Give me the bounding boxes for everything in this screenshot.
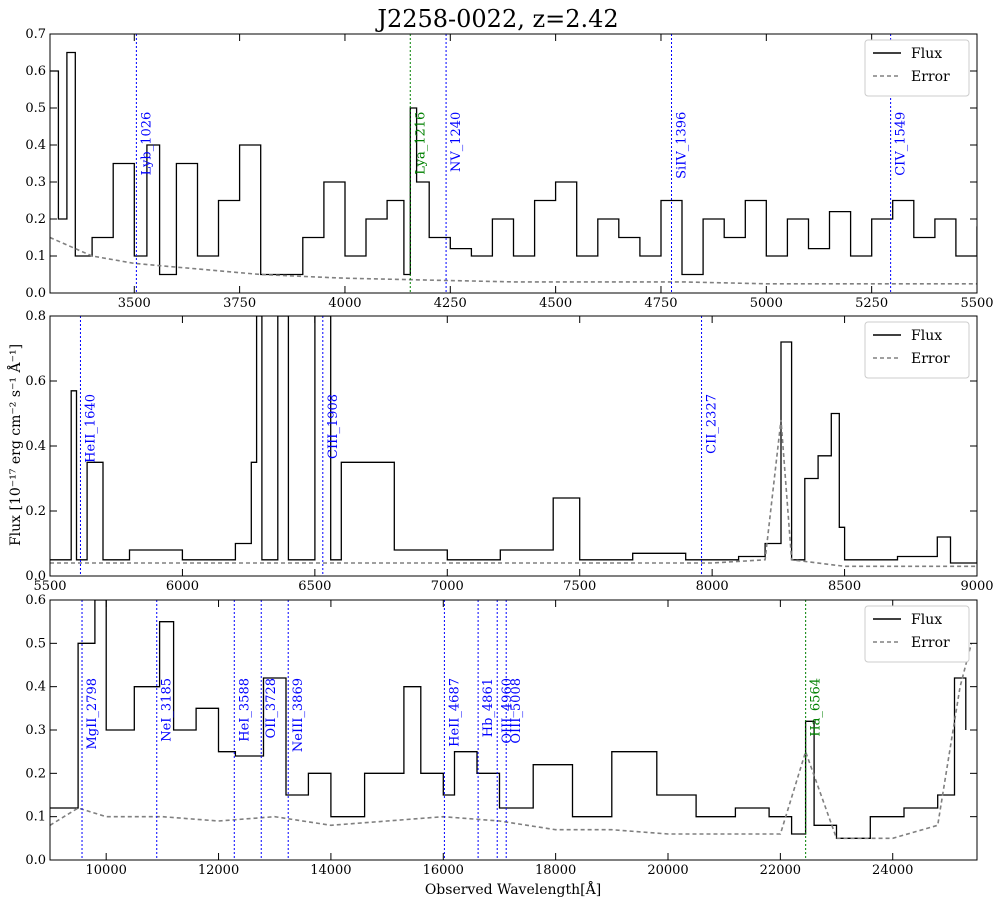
flux-series xyxy=(50,316,977,564)
emission-line-label: Lyb_1026 xyxy=(139,112,154,176)
legend-box xyxy=(864,39,970,97)
axes-frame xyxy=(49,315,978,577)
emission-line-label: OIII_5008 xyxy=(509,678,524,744)
x-tick-label: 5500 xyxy=(960,296,993,311)
y-tick-label: 0.4 xyxy=(25,138,46,153)
emission-line-label: HeI_3588 xyxy=(237,678,252,742)
x-tick-label: 9000 xyxy=(960,579,993,594)
y-tick-label: 0.0 xyxy=(25,569,46,584)
x-tick-label: 24000 xyxy=(872,863,913,878)
x-tick-label: 4000 xyxy=(328,296,361,311)
emission-line-label: MgII_2798 xyxy=(85,678,100,750)
x-tick-label: 4250 xyxy=(434,296,467,311)
error-series xyxy=(50,419,977,568)
y-axis-label: Flux [10⁻¹⁷ erg cm⁻² s⁻¹ Å⁻¹] xyxy=(6,344,24,546)
emission-line-label: HeII_4687 xyxy=(447,678,462,747)
x-tick-label: 4750 xyxy=(644,296,677,311)
legend-label: Flux xyxy=(911,612,942,628)
emission-line-label: CIII_1908 xyxy=(326,394,341,459)
emission-line-label: CIV_1549 xyxy=(894,112,909,176)
y-tick-label: 0.7 xyxy=(25,27,46,42)
x-tick-label: 5250 xyxy=(855,296,888,311)
legend-label: Error xyxy=(911,635,950,651)
figure-title: J2258-0022, z=2.42 xyxy=(374,5,618,33)
x-tick-label: 7000 xyxy=(431,579,464,594)
flux-series xyxy=(50,51,977,276)
error-series xyxy=(50,643,973,840)
x-axis-label: Observed Wavelength[Å] xyxy=(425,880,601,898)
emission-line-label: Lya_1216 xyxy=(413,112,428,175)
x-tick-label: 5000 xyxy=(750,296,783,311)
error-series xyxy=(50,236,977,285)
x-tick-label: 14000 xyxy=(310,863,351,878)
legend-box xyxy=(864,605,970,663)
x-tick-label: 7500 xyxy=(563,579,596,594)
y-tick-label: 0.0 xyxy=(25,286,46,301)
x-tick-label: 6000 xyxy=(166,579,199,594)
emission-line-label: SiIV_1396 xyxy=(675,112,690,179)
y-tick-label: 0.6 xyxy=(25,593,46,608)
panel-2: HeII_1640 CIII_1908 CII_2327 5500 6000 6500 70… xyxy=(25,309,993,594)
x-tick-label: 5500 xyxy=(33,579,66,594)
y-tick-label: 0.8 xyxy=(25,309,46,324)
x-tick-label: 10000 xyxy=(86,863,127,878)
flux-series xyxy=(50,600,967,839)
panel-1: Lyb_1026 Lya_1216 NV_1240 SiIV_1396 CIV_1549… xyxy=(25,27,993,311)
emission-line-label: CII_2327 xyxy=(705,394,720,454)
emission-line-label: HeII_1640 xyxy=(83,394,98,463)
panel-3: MgII_2798 NeI_3185 HeI_3588 OII_3728 NeIII_3… xyxy=(25,593,978,878)
legend-label: Flux xyxy=(911,328,942,344)
x-tick-label: 6500 xyxy=(298,579,331,594)
panels: Lyb_1026 Lya_1216 NV_1240 SiIV_1396 CIV_1549… xyxy=(25,27,993,878)
legend-label: Error xyxy=(911,69,950,85)
emission-line-label: NV_1240 xyxy=(449,112,464,172)
x-tick-label: 18000 xyxy=(535,863,576,878)
x-tick-label: 12000 xyxy=(198,863,239,878)
y-tick-label: 0.2 xyxy=(25,212,46,227)
x-tick-label: 8000 xyxy=(696,579,729,594)
x-tick-label: 22000 xyxy=(760,863,801,878)
x-tick-label: 4500 xyxy=(539,296,572,311)
emission-line-label: NeI_3185 xyxy=(160,678,175,742)
y-tick-label: 0.1 xyxy=(25,249,46,264)
y-tick-label: 0.3 xyxy=(25,723,46,738)
legend-label: Flux xyxy=(911,46,942,62)
legend-box xyxy=(864,321,970,379)
legend-label: Error xyxy=(911,351,950,367)
y-tick-label: 0.3 xyxy=(25,175,46,190)
y-tick-label: 0.5 xyxy=(25,636,46,651)
x-tick-label: 8500 xyxy=(828,579,861,594)
y-tick-label: 0.5 xyxy=(25,101,46,116)
x-tick-label: 3750 xyxy=(223,296,256,311)
y-tick-label: 0.0 xyxy=(25,853,46,868)
y-tick-label: 0.6 xyxy=(25,374,46,389)
emission-line-label: OII_3728 xyxy=(264,678,279,739)
axes-frame xyxy=(49,33,978,294)
y-tick-label: 0.4 xyxy=(25,439,46,454)
y-tick-label: 0.4 xyxy=(25,680,46,695)
emission-line-label: OIII_4960 xyxy=(500,678,515,744)
x-tick-label: 3500 xyxy=(118,296,151,311)
x-tick-label: 20000 xyxy=(647,863,688,878)
x-tick-label: 16000 xyxy=(423,863,464,878)
y-tick-label: 0.2 xyxy=(25,504,46,519)
y-tick-label: 0.1 xyxy=(25,810,46,825)
emission-line-label: Hb_4861 xyxy=(481,678,496,737)
y-tick-label: 0.2 xyxy=(25,766,46,781)
emission-line-label: NeIII_3869 xyxy=(291,678,306,752)
y-tick-label: 0.6 xyxy=(25,64,46,79)
emission-line-label: Ha_6564 xyxy=(809,678,824,737)
